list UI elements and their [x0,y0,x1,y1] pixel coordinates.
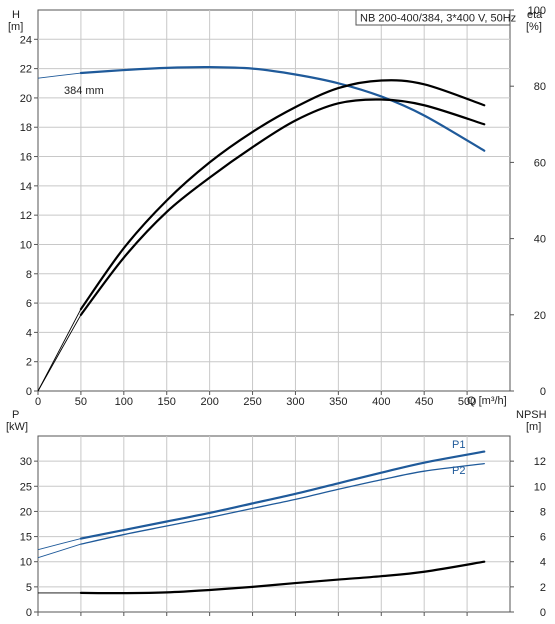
bottom-series-0-line [79,450,486,540]
bottom-series-1-extension [37,543,82,559]
top-right-tick-label: 100 [528,5,546,17]
bottom-left-tick-label: 5 [26,582,32,594]
bottom-left-tick-label: 30 [20,456,32,468]
top-left-tick-label: 4 [26,327,32,339]
bottom-right-tick-label: 6 [540,532,546,544]
bottom-series [37,450,486,595]
bottom-plot-frame [37,435,511,613]
top-grid [38,10,510,391]
impeller-diameter-label: 384 mm [64,85,104,97]
title-box [355,9,511,26]
bottom-right-tick-label: 12 [534,456,546,468]
x-axis-title: Q [m³/h] [467,395,507,407]
top-left-tick-label: 12 [20,210,32,222]
top-ticks: 0 50 100 150 200 250 300 350 400 450 5000246810121… [20,5,546,408]
left-axis-unit-p: [kW] [6,421,28,433]
x-tick-label: 100 [115,396,133,408]
top-left-tick-label: 2 [26,357,32,369]
right-axis-unit-eta: [%] [526,21,542,33]
x-tick-label: 350 [329,396,347,408]
left-axis-unit-h: [m] [8,21,23,33]
x-tick-label: 200 [200,396,218,408]
top-right-tick-label: 0 [540,386,546,398]
top-right-tick-label: 20 [534,310,546,322]
top-plot-frame [37,9,511,392]
left-axis-title-h: H [12,9,20,21]
bottom-right-tick-label: 8 [540,506,546,518]
top-series [37,66,486,392]
x-tick-label: 400 [372,396,390,408]
bottom-series-0-extension [37,538,82,551]
top-right-tick-label: 80 [534,81,546,93]
right-axis-title-eta: eta [527,9,543,21]
x-tick-label: 450 [415,396,433,408]
top-left-tick-label: 14 [20,181,32,193]
bottom-series-2-line [79,560,486,595]
x-tick-label: 250 [243,396,261,408]
top-left-tick-label: 8 [26,269,32,281]
bottom-right-tick-label: 0 [540,607,546,619]
top-right-tick-label: 60 [534,157,546,169]
x-tick-label: 50 [75,396,87,408]
x-tick-label: 0 [35,396,41,408]
x-tick-label: 300 [286,396,304,408]
right-axis-title-npsh: NPSH [516,409,547,421]
top-left-tick-label: 22 [20,64,32,76]
right-axis-unit-npsh: [m] [526,421,541,433]
chart-title: NB 200-400/384, 3*400 V, 50Hz [360,13,516,25]
top-left-tick-label: 10 [20,239,32,251]
top-series-0-line [79,66,486,152]
top-left-tick-label: 6 [26,298,32,310]
bottom-left-tick-label: 15 [20,532,32,544]
top-right-tick-label: 40 [534,234,546,246]
series-label-p1: P1 [452,439,465,451]
top-series-0-extension [37,72,81,79]
bottom-left-tick-label: 20 [20,506,32,518]
top-left-tick-label: 20 [20,93,32,105]
top-series-2-extension [37,308,82,392]
top-left-tick-label: 16 [20,152,32,164]
bottom-right-tick-label: 10 [534,481,546,493]
bottom-left-tick-label: 10 [20,557,32,569]
top-series-2-line [79,79,486,311]
top-series-1-line [79,98,486,316]
bottom-right-tick-label: 2 [540,582,546,594]
bottom-left-tick-label: 25 [20,481,32,493]
bottom-left-tick-label: 0 [26,607,32,619]
bottom-grid [38,436,510,612]
top-left-tick-label: 24 [20,34,32,46]
bottom-ticks: 0 5 10 15 20 25 30 0 2 4 6 8 10 12 [20,456,546,619]
top-left-tick-label: 0 [26,386,32,398]
x-tick-label: 150 [158,396,176,408]
series-label-p2: P2 [452,465,465,477]
x-tick-label: 500 [458,396,476,408]
top-left-tick-label: 18 [20,122,32,134]
left-axis-title-p: P [12,409,19,421]
bottom-right-tick-label: 4 [540,557,546,569]
bottom-series-1-line [80,463,485,545]
